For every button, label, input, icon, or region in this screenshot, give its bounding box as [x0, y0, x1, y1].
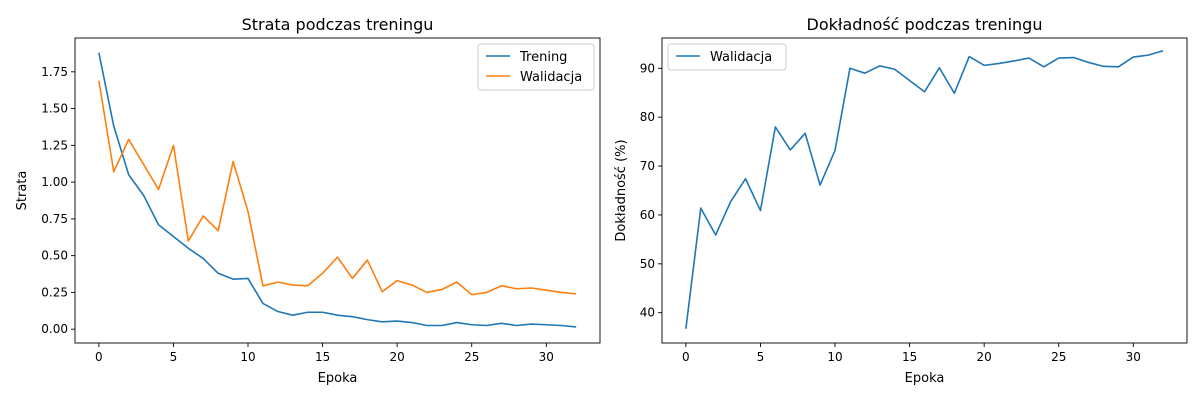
y-axis-label: Strata: [15, 171, 30, 211]
y-tick-label: 60: [640, 208, 655, 222]
y-tick-label: 1.50: [41, 102, 68, 116]
x-tick-label: 5: [170, 350, 178, 364]
legend-label-trening: Trening: [519, 50, 567, 65]
y-axis-label: Dokładność (%): [614, 139, 629, 241]
x-axis-label: Epoka: [318, 371, 358, 386]
y-tick-label: 1.00: [41, 175, 68, 189]
series-line-walidacja: [98, 80, 577, 296]
y-tick-label: 80: [640, 110, 655, 124]
x-tick-label: 20: [977, 350, 992, 364]
y-tick-label: 1.75: [41, 65, 68, 79]
legend-label-walidacja: Walidacja: [710, 50, 772, 65]
series-line-trening: [98, 52, 577, 328]
x-tick-label: 0: [95, 350, 103, 364]
chart-title: Dokładność podczas treningu: [807, 15, 1043, 34]
x-tick-label: 25: [1051, 350, 1066, 364]
x-tick-label: 15: [315, 350, 330, 364]
loss-chart: 0 5 10 15 20 25 30 0.00 0.25 0.50 0.75 1.00 1.25 1.50…: [15, 15, 601, 386]
y-tick-label: 70: [640, 159, 655, 173]
x-tick-label: 20: [390, 350, 405, 364]
x-tick-label: 0: [682, 350, 690, 364]
y-tick-label: 0.00: [41, 322, 68, 336]
y-tick-label: 90: [640, 61, 655, 75]
y-tick-label: 1.25: [41, 138, 68, 152]
plot-frame: [661, 37, 1188, 344]
x-tick-label: 10: [240, 350, 255, 364]
x-tick-label: 30: [1126, 350, 1141, 364]
y-tick-label: 0.25: [41, 285, 68, 299]
x-tick-label: 25: [464, 350, 479, 364]
chart-title: Strata podczas treningu: [242, 15, 434, 34]
legend: Walidacja: [667, 43, 787, 71]
x-tick-label: 5: [757, 350, 765, 364]
x-axis-label: Epoka: [905, 371, 945, 386]
y-tick-label: 40: [640, 306, 655, 320]
accuracy-chart: 0 5 10 15 20 25 30 40 50 60 70 80 90 Dokładność podcz…: [614, 15, 1188, 386]
plot-frame: [74, 37, 601, 344]
x-tick-label: 10: [827, 350, 842, 364]
legend-label-walidacja: Walidacja: [520, 70, 582, 85]
series-line-walidacja: [685, 49, 1164, 329]
x-tick-label: 15: [902, 350, 917, 364]
x-tick-label: 30: [539, 350, 554, 364]
y-tick-label: 0.75: [41, 212, 68, 226]
y-tick-label: 50: [640, 257, 655, 271]
y-tick-label: 0.50: [41, 249, 68, 263]
legend: Trening Walidacja: [477, 43, 595, 91]
legend-box: [667, 43, 787, 71]
